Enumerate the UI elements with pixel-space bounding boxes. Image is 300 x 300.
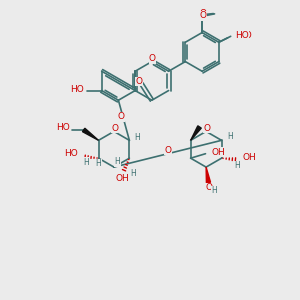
- Text: O: O: [199, 9, 206, 18]
- Text: O: O: [199, 9, 206, 18]
- Text: H: H: [134, 133, 140, 142]
- Text: H: H: [84, 158, 89, 166]
- Polygon shape: [82, 128, 98, 140]
- Text: HO: HO: [235, 31, 249, 40]
- Text: OH: OH: [115, 174, 129, 183]
- Text: O: O: [118, 112, 124, 121]
- Polygon shape: [190, 126, 201, 140]
- Text: O: O: [149, 54, 156, 63]
- Text: O: O: [164, 146, 171, 154]
- Text: HO: HO: [56, 123, 69, 132]
- Text: H: H: [115, 157, 120, 166]
- Text: O: O: [111, 124, 118, 133]
- Text: O: O: [203, 124, 210, 133]
- Text: H: H: [211, 186, 217, 195]
- Text: OH: OH: [212, 148, 225, 157]
- Text: O: O: [199, 11, 206, 20]
- Text: H: H: [130, 169, 136, 178]
- Text: H: H: [234, 161, 240, 170]
- Text: HO: HO: [64, 148, 78, 158]
- Polygon shape: [206, 167, 211, 183]
- Text: H: H: [96, 159, 101, 168]
- Text: HO: HO: [238, 31, 252, 40]
- Text: O: O: [136, 77, 142, 86]
- Text: H: H: [227, 132, 233, 141]
- Text: HO: HO: [70, 85, 84, 94]
- Text: OH: OH: [243, 153, 257, 162]
- Text: O: O: [206, 183, 213, 192]
